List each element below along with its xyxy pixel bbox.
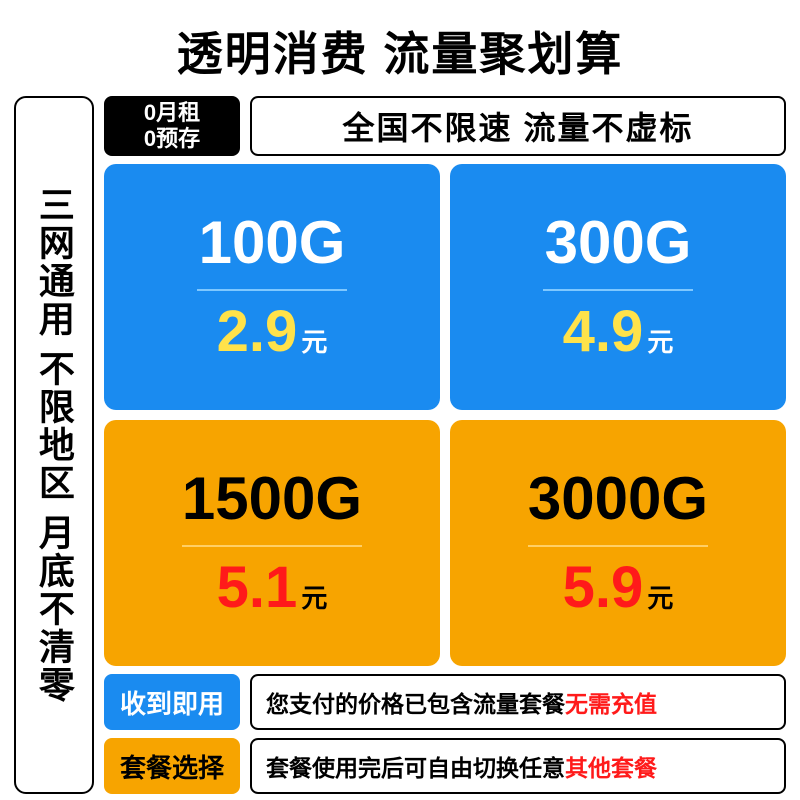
info-text-box: 您支付的价格已包含流量套餐 无需充值: [250, 674, 786, 730]
main-title: 透明消费 流量聚划算: [14, 18, 786, 84]
plan-price-unit: 元: [647, 578, 673, 615]
plan-data-amount: 1500G: [182, 469, 362, 529]
info-row: 收到即用您支付的价格已包含流量套餐 无需充值: [104, 674, 786, 730]
plan-price-unit: 元: [647, 322, 673, 359]
badge-black-line1: 0月租: [144, 100, 200, 126]
info-text-accent: 无需充值: [565, 685, 657, 719]
top-badges-row: 0月租 0预存 全国不限速 流量不虚标: [104, 96, 786, 156]
info-text-box: 套餐使用完后可自由切换任意 其他套餐: [250, 738, 786, 794]
badge-black: 0月租 0预存: [104, 96, 240, 156]
plan-card: 100G 2.9元: [104, 164, 440, 410]
plan-data-amount: 300G: [545, 213, 692, 273]
left-feature-column: 三网通用 不限地区 月底不清零: [14, 96, 94, 794]
plan-price-row: 4.9元: [563, 303, 674, 361]
plan-divider: [543, 289, 693, 291]
info-text-main: 套餐使用完后可自由切换任意: [266, 749, 565, 783]
plan-price: 2.9: [217, 303, 298, 361]
badge-black-line2: 0预存: [144, 126, 200, 152]
plan-price-row: 5.9元: [563, 559, 674, 617]
plan-grid: 100G2.9元300G4.9元1500G5.1元3000G5.9元: [104, 164, 786, 666]
plan-divider: [197, 289, 347, 291]
info-tag: 收到即用: [104, 674, 240, 730]
plan-card: 3000G 5.9元: [450, 420, 786, 666]
info-tag: 套餐选择: [104, 738, 240, 794]
plan-data-amount: 100G: [199, 213, 346, 273]
plan-price: 5.9: [563, 559, 644, 617]
plan-price-unit: 元: [301, 322, 327, 359]
left-feature-text: 三网通用 不限地区 月底不清零: [35, 186, 73, 704]
plan-price: 4.9: [563, 303, 644, 361]
plan-price-unit: 元: [301, 578, 327, 615]
plan-divider: [528, 545, 708, 547]
info-text-main: 您支付的价格已包含流量套餐: [266, 685, 565, 719]
plan-card: 1500G 5.1元: [104, 420, 440, 666]
info-row: 套餐选择套餐使用完后可自由切换任意 其他套餐: [104, 738, 786, 794]
right-column: 0月租 0预存 全国不限速 流量不虚标 100G2.9元300G4.9元1500…: [104, 96, 786, 794]
plan-price-row: 5.1元: [217, 559, 328, 617]
plan-price: 5.1: [217, 559, 298, 617]
badge-outline: 全国不限速 流量不虚标: [250, 96, 786, 156]
plan-card: 300G 4.9元: [450, 164, 786, 410]
body-row: 三网通用 不限地区 月底不清零 0月租 0预存 全国不限速 流量不虚标 100G…: [14, 96, 786, 794]
plan-price-row: 2.9元: [217, 303, 328, 361]
plan-divider: [182, 545, 362, 547]
pricing-infographic: 透明消费 流量聚划算 三网通用 不限地区 月底不清零 0月租 0预存 全国不限速…: [0, 0, 800, 800]
plan-data-amount: 3000G: [528, 469, 708, 529]
info-text-accent: 其他套餐: [565, 749, 657, 783]
